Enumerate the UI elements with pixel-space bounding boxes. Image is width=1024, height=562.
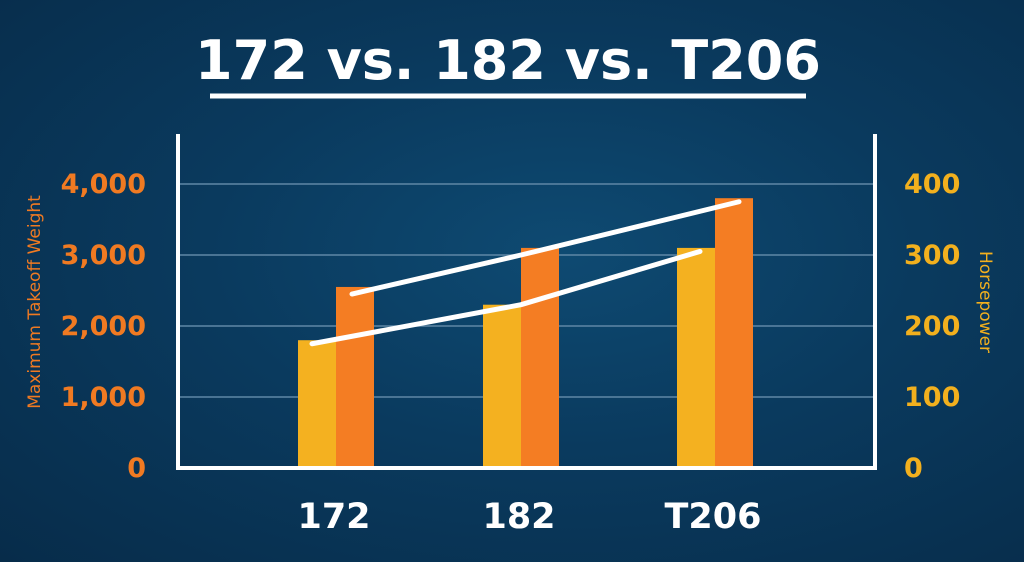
chart-title: 172 vs. 182 vs. T206 xyxy=(195,29,821,92)
axes xyxy=(176,134,877,470)
left-tick-label: 2,000 xyxy=(61,311,146,342)
horsepower-bar-t206 xyxy=(677,247,715,468)
horsepower-trend-line xyxy=(309,248,703,347)
takeoff-weight-bar-182 xyxy=(521,247,559,468)
right-axis-title: Horsepower xyxy=(975,251,995,353)
left-tick-label: 3,000 xyxy=(61,240,146,271)
right-tick-label: 300 xyxy=(904,240,960,271)
left-tick-labels: 0 1,000 2,000 3,000 4,000 xyxy=(61,169,146,484)
category-label-172: 172 xyxy=(297,497,370,537)
horsepower-bar-182 xyxy=(483,304,521,468)
left-tick-label: 4,000 xyxy=(61,169,146,200)
left-axis-title: Maximum Takeoff Weight xyxy=(25,195,45,409)
right-tick-label: 0 xyxy=(904,453,923,484)
left-tick-label: 0 xyxy=(127,453,146,484)
bars xyxy=(298,198,753,468)
takeoff-weight-trend-line xyxy=(349,199,742,297)
takeoff-weight-bar-t206 xyxy=(715,198,753,468)
category-labels: 172 182 T206 xyxy=(297,497,761,537)
category-label-182: 182 xyxy=(482,497,555,537)
trend-lines xyxy=(309,199,742,347)
category-label-t206: T206 xyxy=(665,497,762,537)
takeoff-weight-bar-172 xyxy=(336,286,374,468)
horsepower-bar-172 xyxy=(298,340,336,468)
right-tick-label: 400 xyxy=(904,169,960,200)
right-tick-labels: 0 100 200 300 400 xyxy=(904,169,960,484)
left-tick-label: 1,000 xyxy=(61,382,146,413)
right-tick-label: 100 xyxy=(904,382,960,413)
right-tick-label: 200 xyxy=(904,311,960,342)
